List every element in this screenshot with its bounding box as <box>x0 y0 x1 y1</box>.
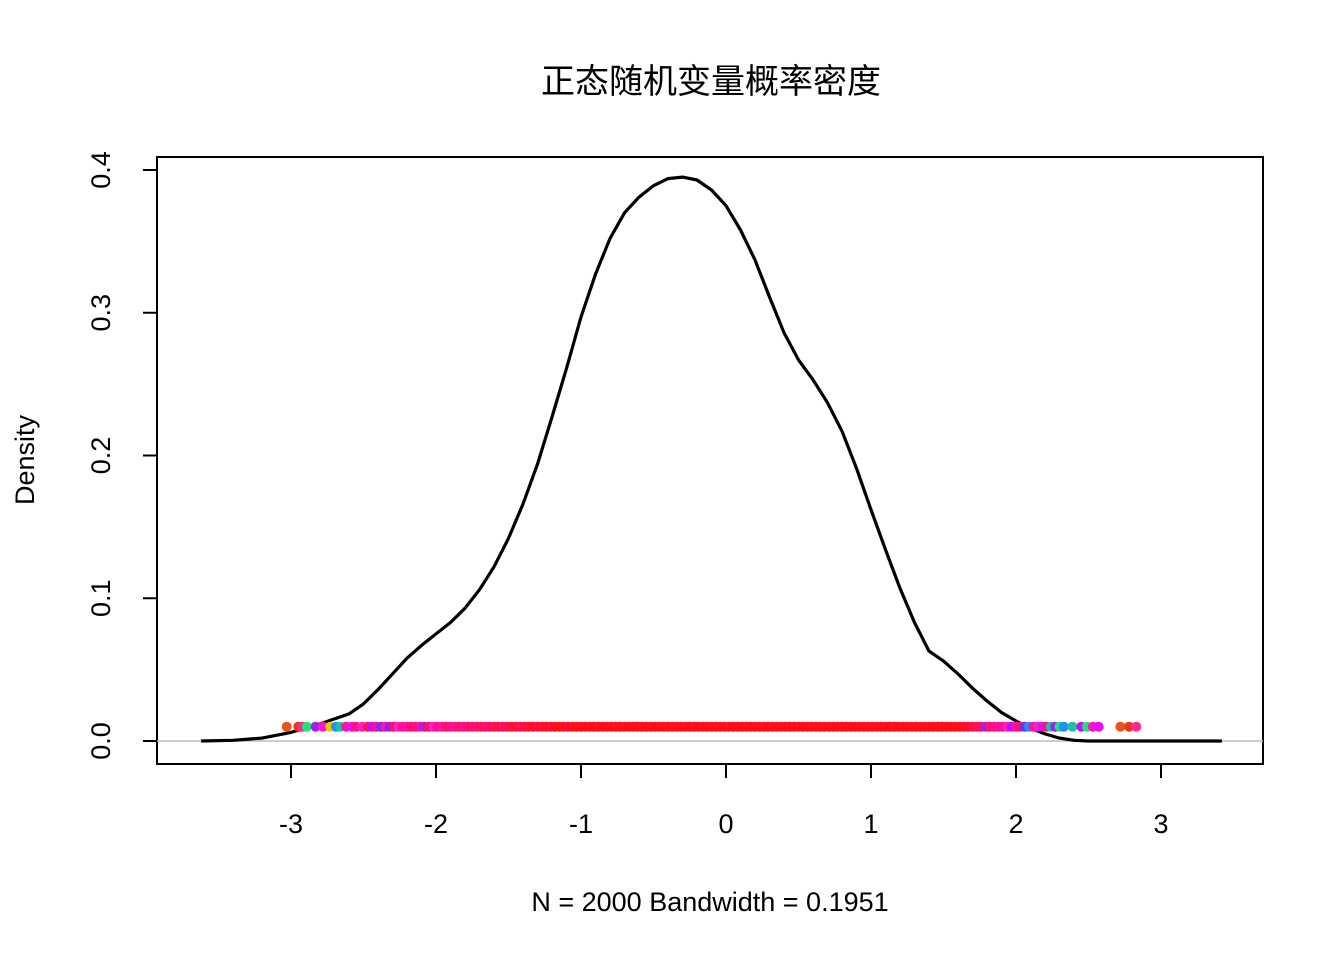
x-tick-label: -1 <box>569 809 593 839</box>
x-axis: -3 -2 -1 0 1 2 3 <box>279 763 1169 839</box>
rug-point <box>310 721 321 732</box>
rug-points <box>281 721 1142 732</box>
rug-point <box>1067 721 1078 732</box>
x-tick-label: -3 <box>279 809 303 839</box>
x-axis-label: N = 2000 Bandwidth = 0.1951 <box>531 887 888 917</box>
x-tick-label: 0 <box>718 809 733 839</box>
y-tick-label: 0.0 <box>86 722 116 760</box>
x-tick-label: 1 <box>863 809 878 839</box>
rug-point <box>1124 721 1135 732</box>
rug-point <box>317 721 328 732</box>
y-tick-label: 0.2 <box>86 437 116 475</box>
x-tick-label: 3 <box>1153 809 1168 839</box>
rug-point <box>1093 721 1104 732</box>
y-axis-label: Density <box>10 414 40 505</box>
plot-frame <box>156 156 1264 765</box>
density-curve <box>201 175 1222 743</box>
y-tick-label: 0.3 <box>86 294 116 332</box>
x-tick-label: 2 <box>1008 809 1023 839</box>
chart-title: 正态随机变量概率密度 <box>541 62 881 102</box>
y-tick-label: 0.1 <box>86 579 116 617</box>
rug-point <box>301 721 312 732</box>
rug-point <box>1131 721 1142 732</box>
y-axis: 0.0 0.1 0.2 0.3 0.4 <box>86 151 158 760</box>
x-tick-label: -2 <box>424 809 448 839</box>
y-tick-label: 0.4 <box>86 151 116 189</box>
rug-point <box>1058 721 1069 732</box>
rug-point <box>1115 721 1126 732</box>
rug-point <box>281 721 292 732</box>
